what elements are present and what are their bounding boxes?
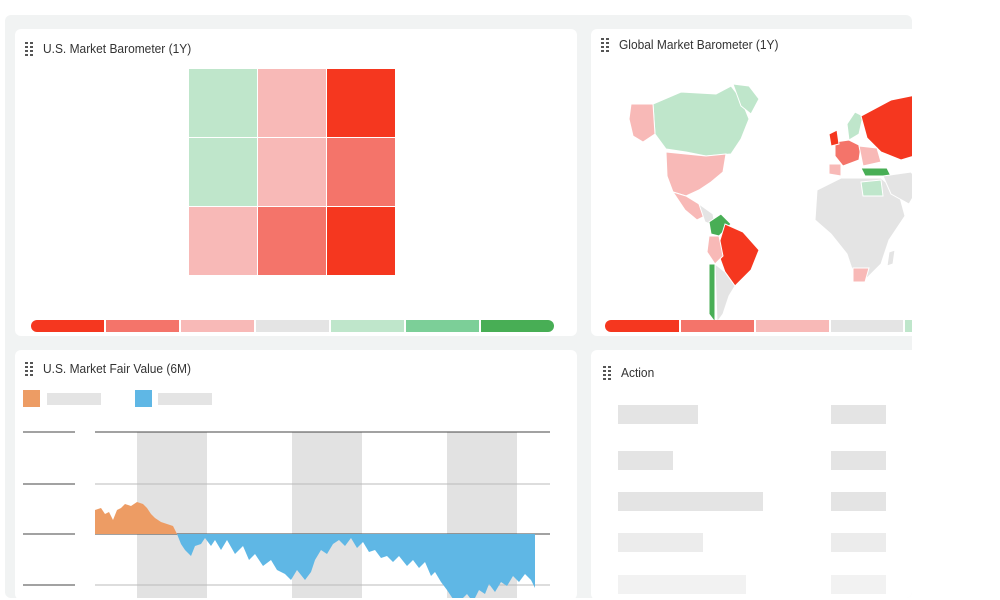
us-barometer-card: U.S. Market Barometer (1Y) <box>15 29 577 336</box>
map-region-uk <box>829 130 839 146</box>
action-placeholder-row <box>618 533 703 552</box>
dashboard-board: U.S. Market Barometer (1Y) Global Market… <box>5 15 912 598</box>
world-map <box>591 64 912 334</box>
map-region-eastern-europe <box>859 146 881 166</box>
action-placeholder-row <box>618 451 673 470</box>
global-barometer-header: Global Market Barometer (1Y) <box>601 37 792 52</box>
scale-step <box>181 320 254 332</box>
map-region-alaska <box>629 104 655 142</box>
drag-handle-icon[interactable] <box>603 366 613 380</box>
map-region-chile <box>709 264 715 322</box>
action-placeholder-row <box>618 492 763 511</box>
map-region-usa <box>666 152 726 196</box>
drag-handle-icon[interactable] <box>25 42 35 56</box>
scale-step <box>481 320 554 332</box>
scale-step <box>331 320 404 332</box>
scale-step <box>106 320 179 332</box>
us-barometer-header: U.S. Market Barometer (1Y) <box>25 41 204 56</box>
drag-handle-icon[interactable] <box>25 362 35 376</box>
action-header: Action <box>603 365 657 380</box>
heatmap-cell[interactable] <box>327 69 395 137</box>
action-placeholder-value <box>831 492 886 511</box>
legend-label-placeholder <box>47 393 101 405</box>
heatmap-cell[interactable] <box>258 69 326 137</box>
fair-value-card: U.S. Market Fair Value (6M) <box>15 350 577 598</box>
heatmap-cell[interactable] <box>327 138 395 206</box>
scale-step <box>256 320 329 332</box>
map-region-egypt <box>861 180 883 196</box>
fair-value-chart <box>15 410 577 598</box>
global-barometer-card: Global Market Barometer (1Y) <box>591 29 912 336</box>
color-scale-legend <box>31 320 554 332</box>
scale-step <box>31 320 104 332</box>
action-placeholder-row <box>618 405 698 424</box>
global-barometer-title: Global Market Barometer (1Y) <box>619 37 779 52</box>
fair-value-header: U.S. Market Fair Value (6M) <box>25 361 204 376</box>
heatmap-cell[interactable] <box>327 207 395 275</box>
scale-step <box>681 320 754 332</box>
scale-step <box>756 320 829 332</box>
heatmap-cell[interactable] <box>189 69 257 137</box>
map-region-south-africa <box>853 268 869 282</box>
color-scale-legend <box>605 320 912 332</box>
action-placeholder-value <box>831 405 886 424</box>
legend-swatch-orange <box>23 390 40 407</box>
legend-swatch-blue <box>135 390 152 407</box>
map-region-canada <box>653 86 749 156</box>
action-placeholder-value <box>831 575 886 594</box>
fair-value-title: U.S. Market Fair Value (6M) <box>43 361 191 376</box>
map-region-iberia <box>829 164 841 176</box>
action-placeholder-row <box>618 575 746 594</box>
map-region-turkey <box>861 168 891 176</box>
action-placeholder-value <box>831 533 886 552</box>
scale-step <box>406 320 479 332</box>
heatmap-cell[interactable] <box>189 138 257 206</box>
map-region-madagascar <box>887 250 895 266</box>
scale-step <box>831 320 904 332</box>
action-card: Action <box>591 350 912 598</box>
legend-label-placeholder <box>158 393 212 405</box>
action-placeholder-value <box>831 451 886 470</box>
heatmap-cell[interactable] <box>189 207 257 275</box>
drag-handle-icon[interactable] <box>601 38 611 52</box>
heatmap-cell[interactable] <box>258 207 326 275</box>
us-barometer-title: U.S. Market Barometer (1Y) <box>43 41 191 56</box>
action-title: Action <box>621 365 654 380</box>
scale-step <box>905 320 912 332</box>
scale-step <box>605 320 679 332</box>
heatmap-cell[interactable] <box>258 138 326 206</box>
us-style-heatmap <box>189 69 395 275</box>
